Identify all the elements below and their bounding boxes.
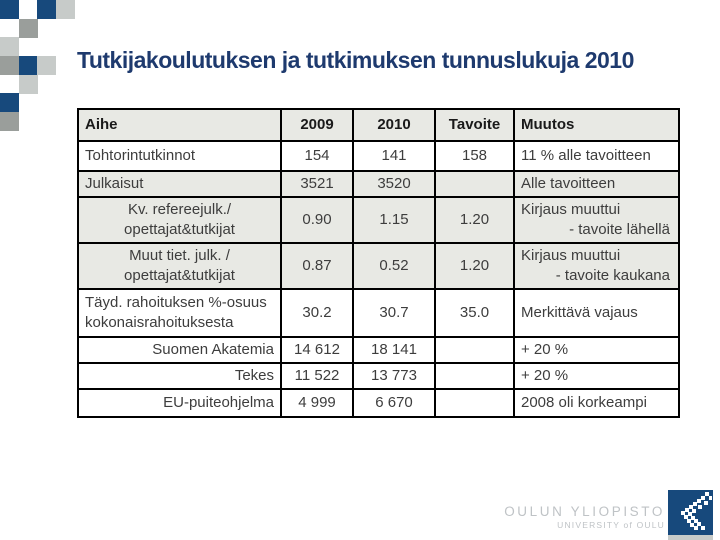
cell-2010: 0.52 bbox=[352, 242, 436, 290]
cell-2009: 11 522 bbox=[280, 362, 354, 390]
cell-muutos-line2: - tavoite kaukana bbox=[555, 267, 670, 284]
column-header-tavoite: Tavoite bbox=[434, 108, 515, 142]
cell-muutos: Kirjaus muuttui - tavoite lähellä bbox=[513, 196, 680, 244]
deco-square bbox=[37, 56, 56, 75]
deco-square bbox=[0, 93, 19, 112]
cell-muutos: 11 % alle tavoitteen bbox=[513, 140, 680, 172]
cell-aihe: Kv. refereejulk./ opettajat&tutkijat bbox=[77, 196, 282, 244]
cell-muutos: Merkittävä vajaus bbox=[513, 288, 680, 338]
column-header-muutos: Muutos bbox=[513, 108, 680, 142]
cell-aihe: Julkaisut bbox=[77, 170, 282, 198]
cell-muutos-line1: Kirjaus muuttui bbox=[521, 201, 621, 218]
deco-square bbox=[0, 0, 19, 19]
logo-base-bar bbox=[668, 535, 713, 540]
cell-aihe: Muut tiet. julk. / opettajat&tutkijat bbox=[77, 242, 282, 290]
table-row: Tekes 11 522 13 773 + 20 % bbox=[77, 362, 680, 390]
cell-muutos-line2: - tavoite lähellä bbox=[569, 221, 670, 238]
cell-aihe: Tekes bbox=[77, 362, 282, 390]
cell-2010: 18 141 bbox=[352, 336, 436, 364]
deco-square bbox=[19, 75, 38, 94]
deco-square bbox=[19, 19, 38, 38]
cell-2009: 30.2 bbox=[280, 288, 354, 338]
table-row: Täyd. rahoituksen %-osuus kokonaisrahoit… bbox=[77, 288, 680, 338]
cell-tavoite bbox=[434, 170, 515, 198]
university-name-finnish: OULUN YLIOPISTO bbox=[504, 504, 665, 519]
cell-aihe-line1: Muut tiet. julk. / bbox=[129, 247, 230, 264]
cell-aihe: Täyd. rahoituksen %-osuus kokonaisrahoit… bbox=[77, 288, 282, 338]
cell-muutos: + 20 % bbox=[513, 336, 680, 364]
statistics-table: Aihe 2009 2010 Tavoite Muutos Tohtorintu… bbox=[77, 108, 680, 418]
cell-2010: 30.7 bbox=[352, 288, 436, 338]
cell-2010: 3520 bbox=[352, 170, 436, 198]
deco-square bbox=[0, 56, 19, 75]
fractal-pattern bbox=[681, 492, 712, 530]
cell-tavoite bbox=[434, 362, 515, 390]
deco-square bbox=[37, 0, 56, 19]
cell-2009: 154 bbox=[280, 140, 354, 172]
cell-2010: 6 670 bbox=[352, 388, 436, 418]
university-name-english: UNIVERSITY of OULU bbox=[557, 520, 665, 530]
table-row: EU-puiteohjelma 4 999 6 670 2008 oli kor… bbox=[77, 388, 680, 418]
cell-2010: 13 773 bbox=[352, 362, 436, 390]
cell-tavoite bbox=[434, 388, 515, 418]
cell-2009: 0.90 bbox=[280, 196, 354, 244]
table-row: Suomen Akatemia 14 612 18 141 + 20 % bbox=[77, 336, 680, 364]
cell-2009: 4 999 bbox=[280, 388, 354, 418]
cell-tavoite: 35.0 bbox=[434, 288, 515, 338]
cell-muutos: Kirjaus muuttui - tavoite kaukana bbox=[513, 242, 680, 290]
deco-square bbox=[0, 37, 19, 56]
cell-aihe: Suomen Akatemia bbox=[77, 336, 282, 364]
cell-aihe-line2: opettajat&tutkijat bbox=[124, 267, 235, 284]
page-title: Tutkijakoulutuksen ja tutkimuksen tunnus… bbox=[77, 47, 634, 73]
table-row: Julkaisut 3521 3520 Alle tavoitteen bbox=[77, 170, 680, 198]
cell-aihe-line1: Kv. refereejulk./ bbox=[127, 201, 232, 218]
cell-muutos-line1: Kirjaus muuttui bbox=[521, 247, 621, 264]
cell-muutos: 2008 oli korkeampi bbox=[513, 388, 680, 418]
cell-aihe: EU-puiteohjelma bbox=[77, 388, 282, 418]
cell-aihe-line1: Täyd. rahoituksen %-osuus bbox=[85, 294, 267, 311]
cell-tavoite: 1.20 bbox=[434, 196, 515, 244]
deco-square bbox=[56, 0, 75, 19]
university-logo-icon bbox=[668, 490, 713, 535]
cell-2009: 3521 bbox=[280, 170, 354, 198]
cell-aihe: Tohtorintutkinnot bbox=[77, 140, 282, 172]
corner-checkerboard-decoration bbox=[0, 0, 80, 135]
table-row: Muut tiet. julk. / opettajat&tutkijat 0.… bbox=[77, 242, 680, 290]
deco-square bbox=[0, 112, 19, 131]
cell-muutos: Alle tavoitteen bbox=[513, 170, 680, 198]
cell-2009: 0.87 bbox=[280, 242, 354, 290]
table-row: Tohtorintutkinnot 154 141 158 11 % alle … bbox=[77, 140, 680, 172]
cell-tavoite bbox=[434, 336, 515, 364]
cell-aihe-line2: kokonaisrahoituksesta bbox=[85, 314, 234, 331]
deco-square bbox=[19, 56, 38, 75]
cell-2010: 141 bbox=[352, 140, 436, 172]
cell-aihe-line2: opettajat&tutkijat bbox=[124, 221, 235, 238]
cell-2009: 14 612 bbox=[280, 336, 354, 364]
column-header-2009: 2009 bbox=[280, 108, 354, 142]
table-header-row: Aihe 2009 2010 Tavoite Muutos bbox=[77, 108, 680, 142]
column-header-2010: 2010 bbox=[352, 108, 436, 142]
cell-2010: 1.15 bbox=[352, 196, 436, 244]
cell-muutos: + 20 % bbox=[513, 362, 680, 390]
cell-tavoite: 1.20 bbox=[434, 242, 515, 290]
table-row: Kv. refereejulk./ opettajat&tutkijat 0.9… bbox=[77, 196, 680, 244]
column-header-aihe: Aihe bbox=[77, 108, 282, 142]
cell-tavoite: 158 bbox=[434, 140, 515, 172]
